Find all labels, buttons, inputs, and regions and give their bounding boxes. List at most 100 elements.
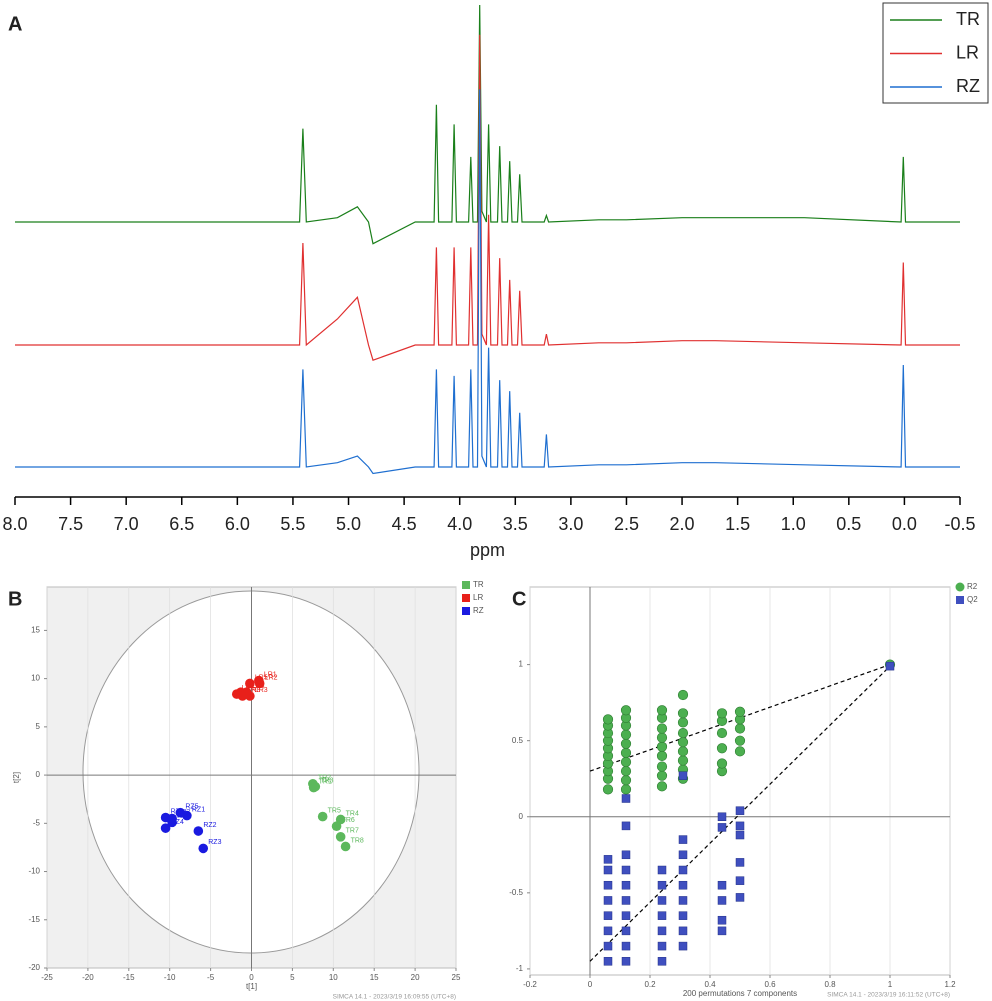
x-tick-label: 0.0 bbox=[892, 514, 917, 534]
x-tick-label: 0 bbox=[249, 973, 254, 982]
point bbox=[620, 766, 632, 777]
point bbox=[602, 784, 614, 795]
point bbox=[620, 784, 632, 795]
point bbox=[237, 691, 248, 701]
point bbox=[621, 794, 631, 803]
spectrum-line bbox=[15, 4, 960, 245]
point bbox=[160, 812, 171, 823]
legend-label: RZ bbox=[473, 606, 484, 615]
point bbox=[678, 771, 688, 780]
point bbox=[735, 821, 745, 831]
point bbox=[335, 832, 346, 842]
point-label: TR6 bbox=[342, 817, 355, 824]
x-tick-label: 1.0 bbox=[781, 514, 806, 534]
legend-swatch bbox=[955, 582, 965, 592]
point bbox=[621, 896, 631, 905]
point bbox=[621, 850, 631, 860]
point-label: TR7 bbox=[346, 828, 359, 835]
point bbox=[717, 926, 727, 936]
point bbox=[620, 729, 632, 740]
point bbox=[657, 865, 667, 875]
x-tick-label: 6.0 bbox=[225, 514, 250, 534]
y-tick-label: 0 bbox=[36, 770, 41, 779]
x-tick-label: 20 bbox=[411, 973, 420, 982]
point bbox=[603, 880, 613, 890]
point bbox=[621, 880, 631, 890]
y-tick-label: 1 bbox=[519, 660, 524, 669]
point bbox=[678, 911, 688, 920]
point bbox=[677, 727, 689, 739]
point bbox=[331, 821, 342, 832]
x-tick-label: -25 bbox=[41, 973, 53, 982]
point-label: RZ7 bbox=[177, 809, 190, 816]
point bbox=[657, 941, 667, 951]
x-tick-label: 5.0 bbox=[336, 514, 361, 534]
point bbox=[677, 689, 689, 701]
point-label: LR2 bbox=[265, 674, 278, 681]
x-tick-label: -0.5 bbox=[944, 514, 975, 534]
spectrum-line bbox=[15, 34, 960, 361]
point-label: LR7 bbox=[246, 683, 259, 690]
point bbox=[734, 746, 746, 757]
spectrum-line bbox=[15, 89, 960, 475]
x-tick-label: 5.5 bbox=[280, 514, 305, 534]
point-label: RZ8 bbox=[171, 808, 184, 815]
x-tick-label: -5 bbox=[207, 973, 215, 982]
point bbox=[621, 821, 631, 831]
x-tick-label: 1.5 bbox=[725, 514, 750, 534]
point bbox=[656, 741, 668, 752]
point bbox=[603, 926, 613, 936]
legend-label: TR bbox=[956, 9, 980, 29]
point-label: RZ1 bbox=[192, 806, 205, 813]
point bbox=[254, 678, 265, 689]
x-tick-label: 0.8 bbox=[824, 980, 836, 989]
legend-swatch bbox=[462, 581, 470, 589]
point bbox=[735, 893, 745, 902]
point bbox=[621, 865, 631, 875]
point bbox=[656, 770, 668, 781]
point bbox=[175, 807, 186, 818]
point bbox=[734, 735, 746, 746]
x-tick-label: 0.2 bbox=[644, 980, 656, 989]
point-label: LR6 bbox=[242, 685, 255, 692]
y-tick-label: 15 bbox=[31, 626, 40, 635]
point bbox=[603, 911, 613, 920]
legend-swatch bbox=[462, 607, 470, 615]
point-label: LR8 bbox=[248, 687, 261, 694]
y-tick-label: -0.5 bbox=[509, 888, 523, 897]
point bbox=[717, 915, 727, 925]
point bbox=[310, 781, 321, 792]
point-label: TR8 bbox=[351, 837, 364, 844]
footnote: SIMCA 14.1 - 2023/3/19 16:11:52 (UTC+8) bbox=[827, 992, 950, 999]
point bbox=[716, 758, 728, 769]
y-tick-label: -10 bbox=[28, 867, 40, 876]
x-tick-label: 2.5 bbox=[614, 514, 639, 534]
point-label: LR4 bbox=[252, 683, 265, 690]
point bbox=[657, 896, 667, 905]
legend-label: TR bbox=[473, 580, 484, 589]
footnote: SIMCA 14.1 - 2023/3/19 16:09:55 (UTC+8) bbox=[333, 994, 456, 1001]
point bbox=[621, 941, 631, 951]
point bbox=[657, 911, 667, 920]
x-axis-label: 200 permutations 7 components bbox=[683, 989, 797, 998]
point bbox=[735, 830, 745, 840]
point bbox=[603, 957, 613, 966]
point bbox=[620, 705, 632, 716]
point bbox=[340, 841, 351, 852]
x-tick-label: 10 bbox=[329, 973, 338, 982]
point bbox=[678, 835, 688, 844]
point bbox=[620, 747, 632, 758]
x-tick-label: 7.5 bbox=[58, 514, 83, 534]
x-tick-label: 0 bbox=[588, 980, 593, 989]
point-label: TR4 bbox=[346, 810, 359, 817]
point-label: TR1 bbox=[319, 778, 332, 785]
point bbox=[717, 896, 727, 905]
x-tick-label: -10 bbox=[164, 973, 176, 982]
point bbox=[677, 717, 689, 728]
point-label: RZ6 bbox=[177, 813, 190, 820]
x-tick-label: 6.5 bbox=[169, 514, 194, 534]
x-tick-label: 0.6 bbox=[764, 980, 776, 989]
point bbox=[656, 781, 668, 792]
panel-label: A bbox=[8, 13, 22, 35]
point bbox=[677, 746, 689, 757]
